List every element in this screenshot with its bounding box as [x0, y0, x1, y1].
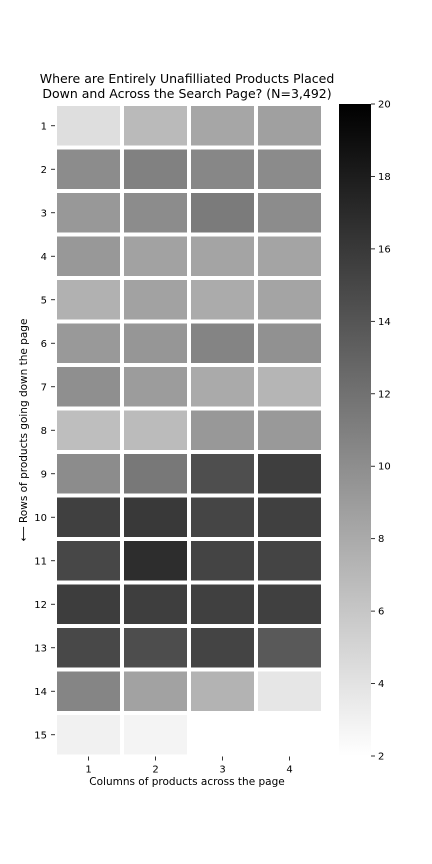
- heatmap-cell-r11-c1: [57, 541, 120, 581]
- heatmap-cell-r14-c4: [258, 671, 321, 711]
- heatmap-cell-r5-c1: [57, 280, 120, 320]
- heatmap-cell-r7-c4: [258, 367, 321, 407]
- y-tick-label: 15: [34, 730, 47, 741]
- heatmap-cell-r11-c2: [124, 541, 187, 581]
- heatmap-cell-r15-c1: [57, 715, 120, 755]
- heatmap-cell-r9-c1: [57, 454, 120, 494]
- colorbar-tick-label: 6: [378, 607, 384, 618]
- x-tick-label: 3: [219, 765, 225, 776]
- y-tick-label: 4: [41, 252, 47, 263]
- heatmap-cell-r2-c4: [258, 149, 321, 189]
- heatmap-cell-r14-c3: [191, 671, 254, 711]
- y-tick-label: 3: [41, 208, 47, 219]
- heatmap-cell-r9-c4: [258, 454, 321, 494]
- heatmap-cell-r4-c1: [57, 236, 120, 276]
- heatmap-cell-r1-c3: [191, 106, 254, 146]
- colorbar-tick-label: 4: [378, 679, 384, 690]
- heatmap-cell-r10-c2: [124, 497, 187, 537]
- colorbar-tick-label: 20: [378, 100, 391, 111]
- heatmap-cell-r8-c1: [57, 410, 120, 450]
- x-axis-label: Columns of products across the page: [89, 776, 284, 788]
- heatmap-cell-r8-c2: [124, 410, 187, 450]
- heatmap-cell-r12-c3: [191, 584, 254, 624]
- y-tick-label: 10: [34, 513, 47, 524]
- colorbar-gradient: [339, 104, 371, 756]
- heatmap-cell-r9-c2: [124, 454, 187, 494]
- heatmap-cell-r11-c4: [258, 541, 321, 581]
- colorbar-ticks: 2 4 6 8 10 12 14 16 18 20: [371, 100, 391, 763]
- heatmap-cell-r7-c1: [57, 367, 120, 407]
- colorbar-tick-label: 12: [378, 389, 391, 400]
- heatmap-cell-r2-c2: [124, 149, 187, 189]
- heatmap-cell-r3-c1: [57, 193, 120, 233]
- heatmap-cell-r14-c1: [57, 671, 120, 711]
- heatmap-cell-r3-c3: [191, 193, 254, 233]
- heatmap-cell-r1-c2: [124, 106, 187, 146]
- y-tick-label: 12: [34, 600, 47, 611]
- heatmap-cell-r13-c4: [258, 628, 321, 668]
- heatmap-cell-r10-c1: [57, 497, 120, 537]
- y-tick-label: 11: [34, 556, 47, 567]
- heatmap-cell-r8-c4: [258, 410, 321, 450]
- heatmap-cell-r1-c1: [57, 106, 120, 146]
- heatmap-cell-r10-c3: [191, 497, 254, 537]
- chart-title-line: Down and Across the Search Page? (N=3,49…: [42, 86, 331, 101]
- heatmap-cell-r13-c3: [191, 628, 254, 668]
- heatmap-cell-r11-c3: [191, 541, 254, 581]
- y-tick-label: 5: [41, 295, 47, 306]
- heatmap-cell-r5-c2: [124, 280, 187, 320]
- chart-title-line: Where are Entirely Unafilliated Products…: [40, 71, 335, 86]
- colorbar-tick-label: 18: [378, 172, 391, 183]
- y-tick-label: 7: [41, 382, 47, 393]
- colorbar: 2 4 6 8 10 12 14 16 18 20: [339, 100, 391, 763]
- heatmap-cell-r2-c3: [191, 149, 254, 189]
- y-tick-label: 8: [41, 426, 47, 437]
- heatmap-cell-r6-c3: [191, 323, 254, 363]
- heatmap-cell-r6-c1: [57, 323, 120, 363]
- y-tick-label: 2: [41, 165, 47, 176]
- colorbar-tick-label: 14: [378, 317, 391, 328]
- heatmap-cell-r6-c2: [124, 323, 187, 363]
- heatmap-cell-r14-c2: [124, 671, 187, 711]
- y-tick-label: 6: [41, 339, 47, 350]
- colorbar-tick-label: 8: [378, 534, 384, 545]
- heatmap-cell-r3-c2: [124, 193, 187, 233]
- x-axis-ticks: 1 2 3 4: [85, 756, 293, 776]
- heatmap-cells: [57, 106, 321, 755]
- y-tick-label: 13: [34, 643, 47, 654]
- x-tick-label: 1: [85, 765, 91, 776]
- x-tick-label: 4: [286, 765, 292, 776]
- x-tick-label: 2: [152, 765, 158, 776]
- heatmap-cell-r6-c4: [258, 323, 321, 363]
- heatmap-cell-r13-c1: [57, 628, 120, 668]
- colorbar-tick-label: 16: [378, 244, 391, 255]
- heatmap-cell-r15-c2: [124, 715, 187, 755]
- heatmap-cell-r2-c1: [57, 149, 120, 189]
- chart-title: Where are Entirely Unafilliated Products…: [40, 71, 335, 101]
- heatmap-cell-r7-c2: [124, 367, 187, 407]
- heatmap-cell-r4-c2: [124, 236, 187, 276]
- heatmap-cell-r12-c1: [57, 584, 120, 624]
- heatmap-cell-r12-c2: [124, 584, 187, 624]
- heatmap-cell-r9-c3: [191, 454, 254, 494]
- heatmap-cell-r8-c3: [191, 410, 254, 450]
- y-tick-label: 1: [41, 121, 47, 132]
- y-tick-label: 9: [41, 469, 47, 480]
- heatmap-cell-r3-c4: [258, 193, 321, 233]
- heatmap-cell-r10-c4: [258, 497, 321, 537]
- heatmap-cell-r4-c4: [258, 236, 321, 276]
- heatmap-cell-r7-c3: [191, 367, 254, 407]
- heatmap-cell-r5-c4: [258, 280, 321, 320]
- colorbar-tick-label: 10: [378, 462, 391, 473]
- heatmap-cell-r4-c3: [191, 236, 254, 276]
- heatmap-cell-r5-c3: [191, 280, 254, 320]
- y-axis-label: ⟵ Rows of products going down the page: [18, 319, 30, 542]
- y-tick-label: 14: [34, 687, 47, 698]
- heatmap-cell-r1-c4: [258, 106, 321, 146]
- heatmap-cell-r13-c2: [124, 628, 187, 668]
- heatmap-cell-r12-c4: [258, 584, 321, 624]
- colorbar-tick-label: 2: [378, 752, 384, 763]
